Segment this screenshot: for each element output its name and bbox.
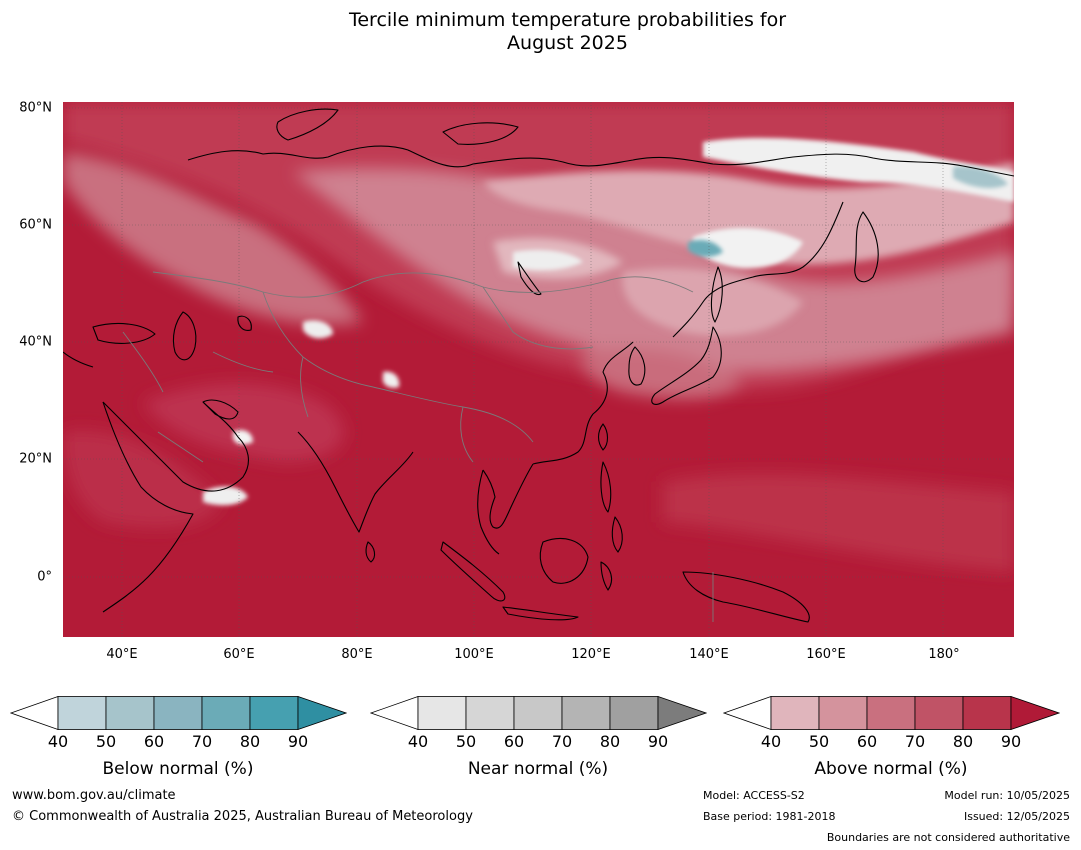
- title-line-2: August 2025: [507, 32, 628, 54]
- above-colorbar-bin-2: [818, 696, 868, 730]
- disclaimer-text: Boundaries are not considered authoritat…: [826, 831, 1070, 844]
- near-colorbar-bin-1: [417, 696, 467, 730]
- issued-text: Issued: 12/05/2025: [963, 810, 1070, 823]
- above-tick-label-50: 50: [808, 732, 830, 751]
- above-colorbar-lower-extend: [723, 696, 772, 730]
- near-normal-label: Near normal (%): [467, 759, 609, 779]
- map-canvas: [63, 102, 1014, 637]
- lat-label-20n: 20°N: [19, 451, 52, 467]
- lat-label-40n: 40°N: [19, 334, 52, 350]
- probability-map: [63, 102, 1014, 637]
- near-tick-label-60: 60: [503, 732, 525, 751]
- below-normal-region: [688, 166, 1008, 257]
- above-colorbar-bin-4: [914, 696, 964, 730]
- above-tick-label-70: 70: [904, 732, 926, 751]
- below-tick-label-70: 70: [191, 732, 213, 751]
- below-colorbar-lower-extend: [10, 696, 59, 730]
- below-colorbar-bin-1: [57, 696, 107, 730]
- lon-label-180: 180°: [928, 647, 960, 662]
- above-colorbar-bin-3: [866, 696, 916, 730]
- near-normal-colorbar: [370, 696, 707, 730]
- near-colorbar-upper-extend: [657, 696, 707, 730]
- map-title: Tercile minimum temperature probabilitie…: [0, 9, 1081, 55]
- near-colorbar-bin-4: [561, 696, 611, 730]
- near-tick-label-90: 90: [647, 732, 669, 751]
- above-colorbar-bin-5: [962, 696, 1012, 730]
- lat-label-80n: 80°N: [19, 100, 52, 116]
- near-colorbar-lower-extend: [370, 696, 419, 730]
- near-tick-label-50: 50: [455, 732, 477, 751]
- lon-label-60e: 60°E: [223, 647, 255, 662]
- near-tick-label-80: 80: [599, 732, 621, 751]
- above-colorbar-bin-1: [770, 696, 820, 730]
- above-50-region: [483, 162, 1014, 336]
- below-colorbar-bin-2: [105, 696, 155, 730]
- above-normal-label: Above normal (%): [814, 759, 968, 779]
- above-tick-label-90: 90: [1000, 732, 1022, 751]
- country-boundaries: [122, 271, 714, 622]
- below-colorbar-bin-3: [153, 696, 203, 730]
- model-text: Model: ACCESS-S2: [703, 789, 805, 802]
- above-tick-label-40: 40: [760, 732, 782, 751]
- graticule: [63, 102, 1014, 637]
- website-link[interactable]: www.bom.gov.au/climate: [12, 788, 176, 803]
- below-tick-label-80: 80: [239, 732, 261, 751]
- below-normal-colorbar: [10, 696, 347, 730]
- lon-label-160e: 160°E: [806, 647, 846, 662]
- below-colorbar-upper-extend: [297, 696, 347, 730]
- lat-label-60n: 60°N: [19, 217, 52, 233]
- coastlines: [63, 108, 1014, 623]
- near-colorbar-bin-3: [513, 696, 563, 730]
- near-colorbar-bin-2: [465, 696, 515, 730]
- lat-label-0: 0°: [37, 569, 52, 585]
- title-line-1: Tercile minimum temperature probabilitie…: [348, 9, 787, 31]
- lon-label-40e: 40°E: [106, 647, 138, 662]
- model-run-text: Model run: 10/05/2025: [944, 789, 1070, 802]
- above-tick-label-60: 60: [856, 732, 878, 751]
- above-normal-colorbar: [723, 696, 1060, 730]
- below-tick-label-50: 50: [95, 732, 117, 751]
- below-colorbar-bin-5: [249, 696, 299, 730]
- above-tick-label-80: 80: [952, 732, 974, 751]
- near-tick-label-40: 40: [407, 732, 429, 751]
- near-normal-region: [203, 137, 1014, 506]
- lon-label-120e: 120°E: [571, 647, 611, 662]
- copyright-text: © Commonwealth of Australia 2025, Austra…: [12, 809, 473, 824]
- lon-label-80e: 80°E: [341, 647, 373, 662]
- near-colorbar-bin-5: [609, 696, 659, 730]
- below-tick-label-40: 40: [47, 732, 69, 751]
- lon-label-140e: 140°E: [689, 647, 729, 662]
- below-tick-label-60: 60: [143, 732, 165, 751]
- below-normal-label: Below normal (%): [102, 759, 254, 779]
- below-tick-label-90: 90: [287, 732, 309, 751]
- lon-label-100e: 100°E: [454, 647, 494, 662]
- near-tick-label-70: 70: [551, 732, 573, 751]
- base-period-text: Base period: 1981-2018: [703, 810, 836, 823]
- below-colorbar-bin-4: [201, 696, 251, 730]
- above-colorbar-upper-extend: [1010, 696, 1060, 730]
